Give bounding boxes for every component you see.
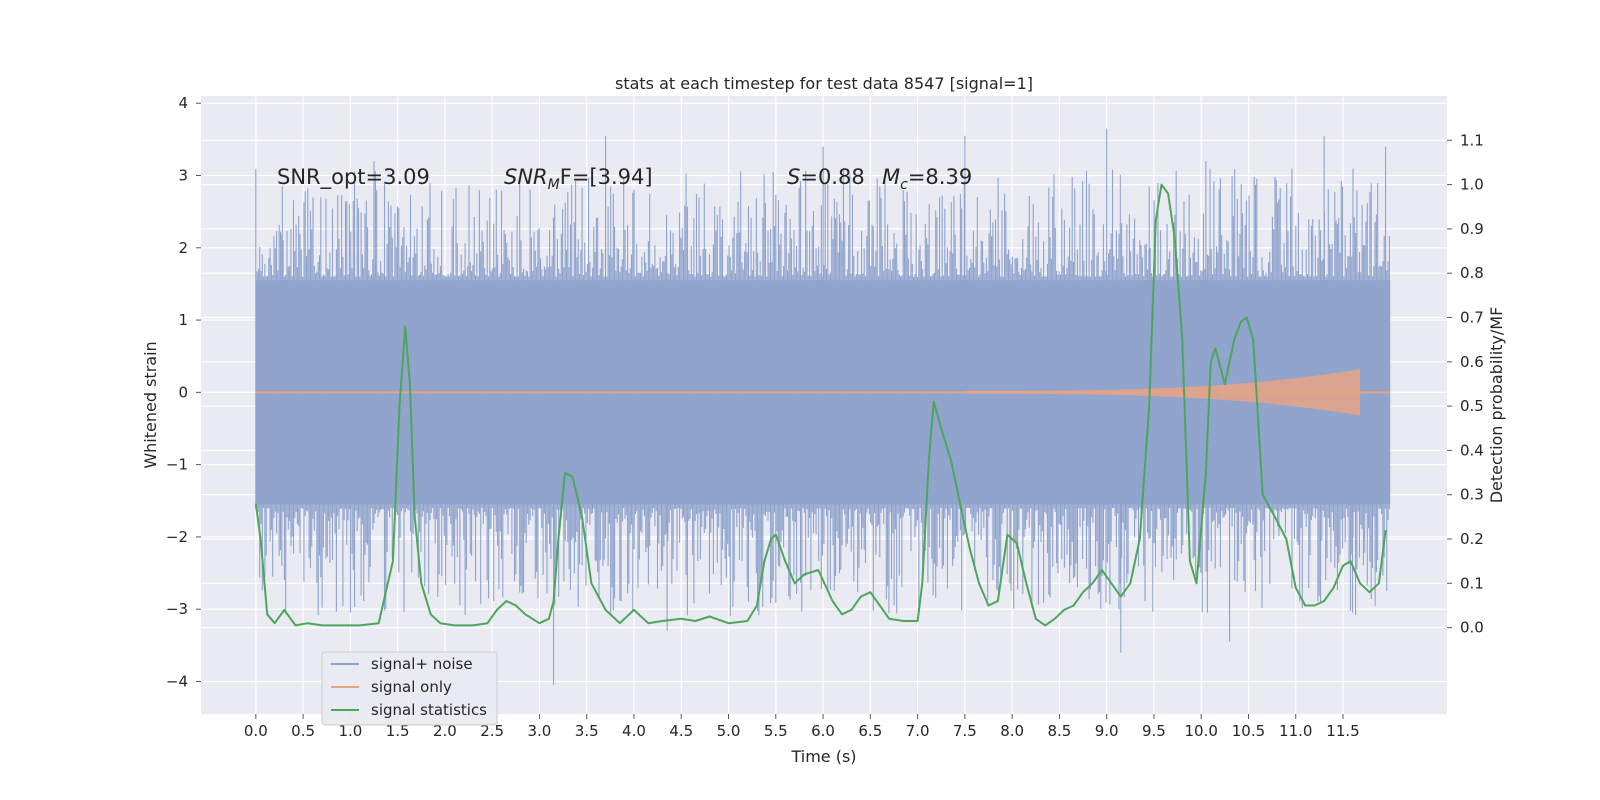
x-tick-label: 11.0 — [1279, 722, 1312, 740]
x-tick-label: 11.5 — [1326, 722, 1359, 740]
s-rest: =0.88 — [800, 165, 864, 189]
y-right-tick-label: 1.1 — [1460, 131, 1484, 149]
x-tick-label: 2.5 — [480, 722, 504, 740]
statistics-line — [254, 183, 1387, 627]
mc-sub: c — [900, 177, 908, 193]
legend-label-signal-noise: signal+ noise — [371, 655, 473, 673]
chart-title: stats at each timestep for test data 854… — [615, 74, 1033, 93]
mc-main: M — [882, 165, 900, 189]
y-right-tick-label: 0.7 — [1460, 309, 1484, 327]
x-tick-label: 7.0 — [906, 722, 930, 740]
y-axis-right-label: Detection probability/MF — [1487, 307, 1506, 504]
y-left-tick-label: 4 — [178, 94, 188, 112]
x-tick-label: 10.5 — [1232, 722, 1265, 740]
y-right-tick-label: 0.8 — [1460, 264, 1484, 282]
x-tick-label: 3.0 — [528, 722, 552, 740]
y-left-tick-label: −3 — [166, 600, 188, 618]
y-right-tick-label: 0.6 — [1460, 353, 1484, 371]
y-right-tick-label: 0.9 — [1460, 220, 1484, 238]
y-right-tick-label: 0.2 — [1460, 530, 1484, 548]
legend-label-signal-only: signal only — [371, 678, 452, 696]
x-tick-label: 1.0 — [338, 722, 362, 740]
series-signal-only — [255, 367, 1391, 429]
snr-mf-sub: M — [548, 177, 560, 193]
x-tick-label: 0.5 — [291, 722, 315, 740]
y-left-tick-label: 2 — [178, 239, 188, 257]
x-tick-label: 3.5 — [575, 722, 599, 740]
x-tick-label: 0.0 — [244, 722, 268, 740]
annotation-snr-mf: SNRMF=[3.94] — [504, 165, 653, 193]
y-left-tick-label: 1 — [178, 311, 188, 329]
mc-rest: =8.39 — [908, 165, 972, 189]
x-tick-label: 4.0 — [622, 722, 646, 740]
x-tick-label: 5.0 — [717, 722, 741, 740]
y-ticks-right: 1.1 1.0 0.9 0.8 0.7 0.6 0.5 0.4 0.3 0.2 0.1 0.0 — [1447, 131, 1484, 637]
x-ticks: 0.0 0.5 1.0 1.5 2.0 2.5 3.0 3.5 4.0 4.5 5.0 5.5 6.0 6… — [244, 714, 1360, 740]
x-tick-label: 8.0 — [1000, 722, 1024, 740]
x-tick-label: 8.5 — [1047, 722, 1071, 740]
snr-mf-rest: F=[3.94] — [560, 165, 653, 189]
x-tick-label: 6.0 — [811, 722, 835, 740]
y-ticks-left: 4 3 2 1 0 −1 −2 −3 −4 — [166, 94, 201, 690]
y-right-tick-label: 0.3 — [1460, 486, 1484, 504]
y-right-tick-label: 0.4 — [1460, 441, 1484, 459]
y-right-tick-label: 0.0 — [1460, 619, 1484, 637]
annotation-mc: Mc=8.39 — [882, 165, 972, 193]
x-tick-label: 7.5 — [953, 722, 977, 740]
legend-label-signal-statistics: signal statistics — [371, 701, 487, 719]
y-axis-left-label: Whitened strain — [141, 341, 160, 468]
y-left-tick-label: −1 — [166, 456, 188, 474]
x-tick-label: 9.0 — [1095, 722, 1119, 740]
x-tick-label: 10.0 — [1185, 722, 1218, 740]
x-tick-label: 6.5 — [858, 722, 882, 740]
x-tick-label: 1.5 — [386, 722, 410, 740]
x-tick-label: 4.5 — [669, 722, 693, 740]
y-left-tick-label: 0 — [178, 383, 188, 401]
x-tick-label: 2.0 — [433, 722, 457, 740]
y-right-tick-label: 1.0 — [1460, 176, 1484, 194]
series-signal-statistics — [254, 183, 1387, 627]
legend-box — [321, 651, 498, 726]
legend: signal+ noise signal only signal statist… — [321, 651, 498, 726]
x-tick-label: 5.5 — [764, 722, 788, 740]
signal-chirp — [964, 367, 1360, 429]
annotation-s: S=0.88 — [787, 165, 865, 189]
y-left-tick-label: 3 — [178, 167, 188, 185]
y-right-tick-label: 0.1 — [1460, 574, 1484, 592]
y-right-tick-label: 0.5 — [1460, 397, 1484, 415]
s-main: S — [787, 165, 800, 189]
y-left-tick-label: −4 — [166, 672, 188, 690]
x-tick-label: 9.5 — [1142, 722, 1166, 740]
x-axis-label: Time (s) — [790, 747, 856, 766]
annotation-snr-opt: SNR_opt=3.09 — [277, 165, 430, 190]
y-left-tick-label: −2 — [166, 528, 188, 546]
snr-mf-main: SNR — [504, 165, 548, 189]
